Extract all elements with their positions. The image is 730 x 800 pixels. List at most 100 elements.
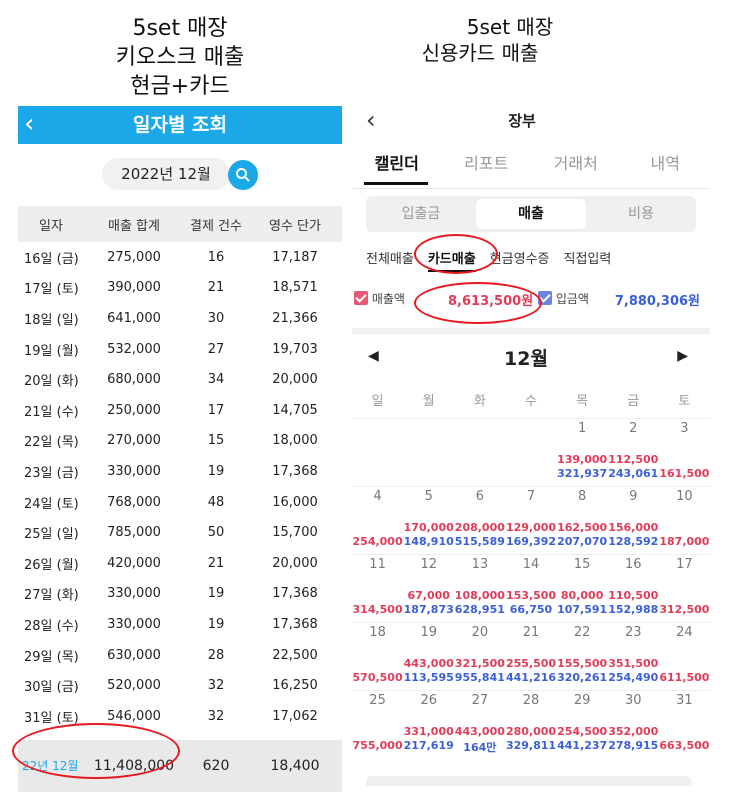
calendar-day[interactable]: 22 155,500 320,261 [557, 623, 608, 690]
table-row[interactable]: 21일 (수) 250,000 17 14,705 [18, 395, 342, 426]
calendar-day[interactable]: 8 162,500 207,070 [557, 487, 608, 554]
day-number: 4 [373, 489, 382, 504]
calendar-day[interactable]: 7 129,000 169,392 [505, 487, 556, 554]
row-date: 29일 (목) [24, 649, 79, 665]
calendar-day[interactable]: 14 153,500 66,750 [505, 555, 556, 622]
back-chevron-icon[interactable]: ‹ [366, 106, 376, 134]
table-row[interactable]: 24일 (토) 768,000 48 16,000 [18, 487, 342, 518]
calendar-day[interactable]: 10 187,000 [659, 487, 710, 554]
calendar-grid: 1 139,000 321,937 2 112,500 243,061 3 161,500 4 2… [352, 418, 710, 758]
calendar-day[interactable]: 23 351,500 254,490 [608, 623, 659, 690]
subtab-manual-entry[interactable]: 직접입력 [563, 252, 612, 267]
calendar-day[interactable]: 16 110,500 152,988 [608, 555, 659, 622]
table-row[interactable]: 29일 (목) 630,000 28 22,500 [18, 640, 342, 671]
calendar-day[interactable]: 25 755,000 [352, 691, 403, 758]
row-count: 30 [207, 310, 225, 326]
caption-left-line1: 5set 매장 [132, 16, 228, 41]
day-deposit: 329,811 [505, 739, 557, 752]
calendar-day[interactable]: 13 108,000 628,951 [454, 555, 505, 622]
day-deposit: 243,061 [608, 467, 659, 480]
calendar-day[interactable]: 9 156,000 128,592 [608, 487, 659, 554]
sales-toggle[interactable]: 매출액 [354, 290, 405, 307]
calendar-day[interactable]: 17 312,500 [659, 555, 710, 622]
calendar-day[interactable]: 2 112,500 243,061 [608, 419, 659, 486]
row-date: 23일 (금) [24, 465, 79, 481]
calendar-day[interactable]: 18 570,500 [352, 623, 403, 690]
row-count: 27 [207, 341, 225, 357]
calendar-day[interactable]: 31 663,500 [659, 691, 710, 758]
row-sales: 546,000 [107, 708, 161, 724]
prev-month-icon[interactable]: ◀ [368, 348, 379, 364]
calendar-day[interactable]: 15 80,000 107,591 [557, 555, 608, 622]
highlight-ellipse [414, 234, 498, 274]
table-row[interactable]: 28일 (수) 330,000 19 17,368 [18, 609, 342, 640]
calendar-day[interactable]: 28 280,000 329,811 [505, 691, 556, 758]
day-number: 26 [420, 693, 437, 708]
calendar-day[interactable]: 11 314,500 [352, 555, 403, 622]
search-button[interactable] [228, 160, 258, 190]
day-number: 2 [629, 421, 638, 436]
left-header: ‹ 일자별 조회 [18, 106, 342, 144]
row-sales: 330,000 [107, 616, 161, 632]
table-row[interactable]: 17일 (토) 390,000 21 18,571 [18, 273, 342, 304]
table-row[interactable]: 25일 (일) 785,000 50 15,700 [18, 517, 342, 548]
day-number: 3 [680, 421, 689, 436]
calendar-day[interactable]: 24 611,500 [659, 623, 710, 690]
calendar-day[interactable]: 29 254,500 441,237 [557, 691, 608, 758]
row-sales: 275,000 [107, 249, 161, 265]
deposit-toggle[interactable]: 입금액 [538, 290, 589, 307]
table-row[interactable]: 16일 (금) 275,000 16 17,187 [18, 242, 342, 273]
day-number: 22 [573, 625, 591, 640]
table-row[interactable]: 20일 (화) 680,000 34 20,000 [18, 364, 342, 395]
calendar-day[interactable]: 27 443,000 164만 [454, 691, 505, 758]
back-chevron-icon[interactable]: ‹ [24, 109, 35, 139]
row-count: 15 [207, 433, 225, 449]
calendar-day[interactable]: 3 161,500 [659, 419, 710, 486]
table-row[interactable]: 26일 (월) 420,000 21 20,000 [18, 548, 342, 579]
calendar-day[interactable]: 5 170,000 148,910 [403, 487, 454, 554]
table-row[interactable]: 27일 (화) 330,000 19 17,368 [18, 579, 342, 610]
segment-sales[interactable]: 매출 [476, 199, 586, 229]
day-sales: 443,000 [454, 725, 505, 738]
next-month-icon[interactable]: ▶ [677, 348, 688, 364]
calendar-day[interactable]: 19 443,000 113,595 [403, 623, 454, 690]
table-row[interactable]: 23일 (금) 330,000 19 17,368 [18, 456, 342, 487]
row-sales: 641,000 [107, 310, 161, 326]
table-row[interactable]: 19일 (월) 532,000 27 19,703 [18, 334, 342, 365]
checkbox-icon[interactable] [354, 291, 368, 305]
table-row[interactable]: 18일 (일) 641,000 30 21,366 [18, 303, 342, 334]
day-deposit: 955,841 [454, 671, 505, 684]
day-sales: 352,000 [608, 725, 659, 738]
calendar-day[interactable]: 20 321,500 955,841 [454, 623, 505, 690]
table-row[interactable]: 22일 (목) 270,000 15 18,000 [18, 426, 342, 457]
row-date: 18일 (일) [24, 312, 79, 328]
weekday-header: 일 월 화 수 목 금 토 [352, 390, 710, 409]
day-deposit: 515,589 [454, 535, 505, 548]
section-divider [352, 328, 710, 334]
calendar-day[interactable]: 12 67,000 187,873 [403, 555, 454, 622]
month-selector[interactable]: 2022년 12월 [102, 158, 230, 190]
tab-calendar[interactable]: 캘린더 [374, 154, 419, 173]
calendar-day[interactable]: 26 331,000 217,619 [403, 691, 454, 758]
calendar-day[interactable]: 1 139,000 321,937 [557, 419, 608, 486]
calendar-week: 11 314,500 12 67,000 187,873 13 108,000 628,951… [352, 554, 710, 622]
calendar-day[interactable]: 6 208,000 515,589 [454, 487, 505, 554]
caption-left-line3: 현금+카드 [130, 74, 230, 99]
tab-report[interactable]: 리포트 [464, 154, 509, 173]
calendar-day[interactable]: 21 255,500 441,216 [505, 623, 556, 690]
page-title: 일자별 조회 [132, 114, 227, 136]
subtab-all-sales[interactable]: 전체매출 [366, 252, 414, 267]
tab-history[interactable]: 내역 [650, 154, 680, 173]
day-number: 17 [676, 557, 693, 572]
day-number: 1 [577, 421, 587, 436]
table-row[interactable]: 31일 (토) 546,000 32 17,062 [18, 701, 342, 732]
day-number: 6 [475, 489, 484, 504]
subtab-cash-receipt[interactable]: 현금영수증 [489, 252, 550, 267]
segment-expense[interactable]: 비용 [628, 206, 654, 222]
row-unit-price: 16,000 [272, 494, 318, 510]
tab-clients[interactable]: 거래처 [553, 154, 598, 173]
table-row[interactable]: 30일 (금) 520,000 32 16,250 [18, 670, 342, 701]
calendar-day[interactable]: 30 352,000 278,915 [608, 691, 659, 758]
calendar-day[interactable]: 4 254,000 [352, 487, 403, 554]
segment-cashflow[interactable]: 입출금 [401, 206, 441, 222]
